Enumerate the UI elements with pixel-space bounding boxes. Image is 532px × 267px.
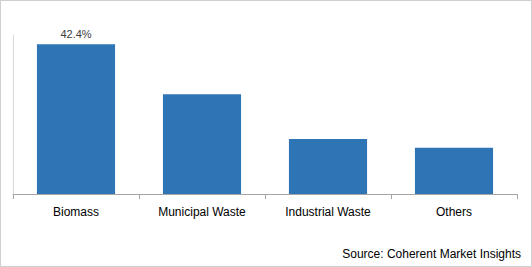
svg-text:42.4%: 42.4% xyxy=(60,28,91,40)
svg-text:Biomass: Biomass xyxy=(53,205,99,219)
svg-text:Industrial Waste: Industrial Waste xyxy=(285,205,371,219)
svg-text:Source: Coherent Market Insigh: Source: Coherent Market Insights xyxy=(342,247,521,261)
svg-text:Others: Others xyxy=(436,205,472,219)
svg-text:Municipal Waste: Municipal Waste xyxy=(158,205,246,219)
